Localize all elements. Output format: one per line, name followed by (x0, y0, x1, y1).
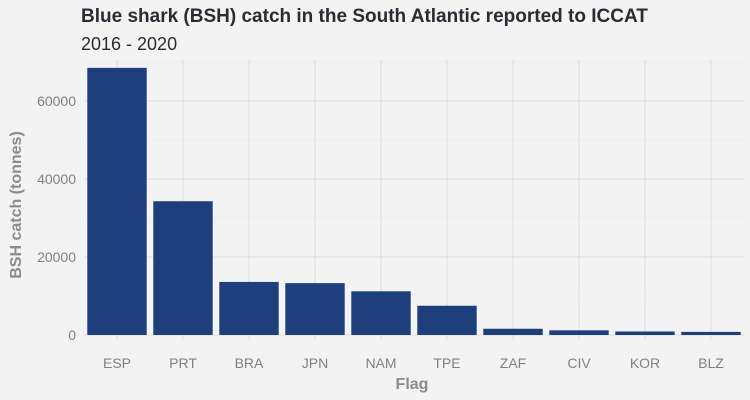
bar-prt (153, 201, 213, 335)
bar-tpe (417, 305, 477, 335)
bar-nam (351, 291, 411, 335)
x-tick-label: KOR (630, 355, 660, 371)
y-axis-ticks: 0 20000 40000 60000 (37, 93, 76, 343)
x-tick-label: PRT (169, 355, 197, 371)
bar-bra (219, 281, 279, 335)
y-tick-label: 60000 (37, 93, 76, 109)
x-tick-label: CIV (567, 355, 591, 371)
bar-blz (681, 331, 741, 335)
x-tick-label: NAM (365, 355, 396, 371)
x-tick-label: ESP (103, 355, 131, 371)
x-tick-label: BRA (235, 355, 264, 371)
y-tick-label: 20000 (37, 249, 76, 265)
bars (87, 67, 741, 335)
bar-zaf (483, 328, 543, 335)
bar-jpn (285, 283, 345, 335)
x-axis-ticks: ESP PRT BRA JPN NAM TPE ZAF CIV KOR BLZ (103, 355, 724, 371)
x-axis-title: Flag (396, 376, 429, 393)
x-tick-label: TPE (433, 355, 460, 371)
x-tick-label: JPN (302, 355, 328, 371)
bar-kor (615, 331, 675, 335)
y-axis-title: BSH catch (tonnes) (8, 131, 25, 279)
bar-esp (87, 67, 147, 335)
x-tick-label: ZAF (500, 355, 526, 371)
y-tick-label: 0 (68, 327, 76, 343)
bar-civ (549, 330, 609, 335)
x-tick-label: BLZ (698, 355, 724, 371)
y-tick-label: 40000 (37, 171, 76, 187)
chart-title: Blue shark (BSH) catch in the South Atla… (81, 6, 648, 27)
chart-subtitle: 2016 - 2020 (81, 34, 178, 54)
